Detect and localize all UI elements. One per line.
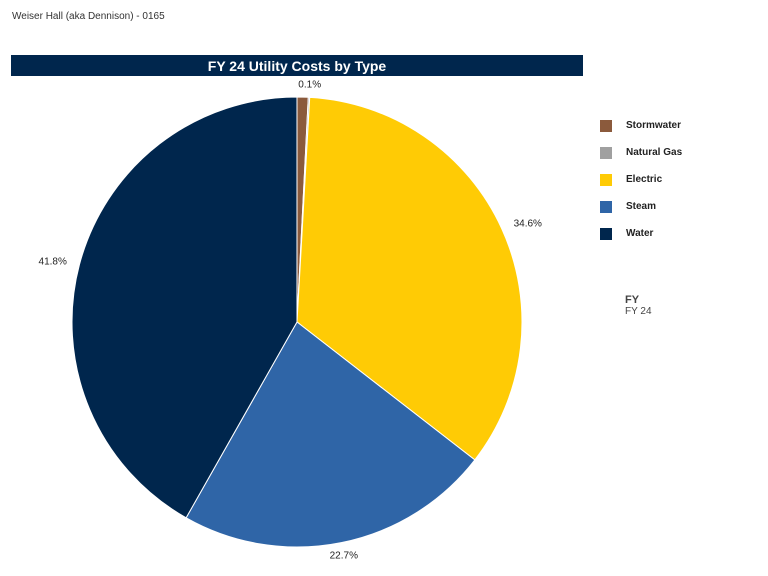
legend: Stormwater Natural Gas Electric Steam Wa… (600, 112, 682, 247)
data-label-steam: 22.7% (330, 550, 358, 561)
legend-item-water[interactable]: Water (600, 220, 682, 247)
legend-label-steam: Steam (626, 201, 657, 212)
legend-item-natural-gas[interactable]: Natural Gas (600, 139, 682, 166)
fy-filter-value: FY 24 (625, 306, 652, 317)
page-title: Weiser Hall (aka Dennison) - 0165 (12, 11, 165, 22)
legend-swatch-natural-gas (600, 146, 612, 159)
legend-swatch-stormwater (600, 119, 612, 132)
legend-item-stormwater[interactable]: Stormwater (600, 112, 682, 139)
legend-swatch-water (600, 227, 612, 240)
chart-title: FY 24 Utility Costs by Type (11, 55, 583, 76)
pie-slice-electric[interactable] (296, 96, 523, 461)
data-label-water: 41.8% (39, 256, 67, 267)
legend-item-steam[interactable]: Steam (600, 193, 682, 220)
legend-label-water: Water (626, 228, 654, 239)
fy-filter-label: FY (625, 294, 640, 306)
legend-swatch-electric (600, 173, 612, 186)
fy-filter[interactable]: FY FY 24 (625, 294, 652, 318)
data-label-natural-gas: 0.1% (298, 79, 321, 90)
data-label-electric: 34.6% (514, 218, 542, 229)
pie-slice-water[interactable] (71, 96, 298, 519)
pie-slice-steam[interactable] (185, 321, 476, 548)
legend-label-natural-gas: Natural Gas (626, 147, 683, 158)
legend-label-stormwater: Stormwater (626, 120, 682, 131)
legend-swatch-steam (600, 200, 612, 213)
legend-label-electric: Electric (626, 174, 663, 185)
legend-item-electric[interactable]: Electric (600, 166, 682, 193)
